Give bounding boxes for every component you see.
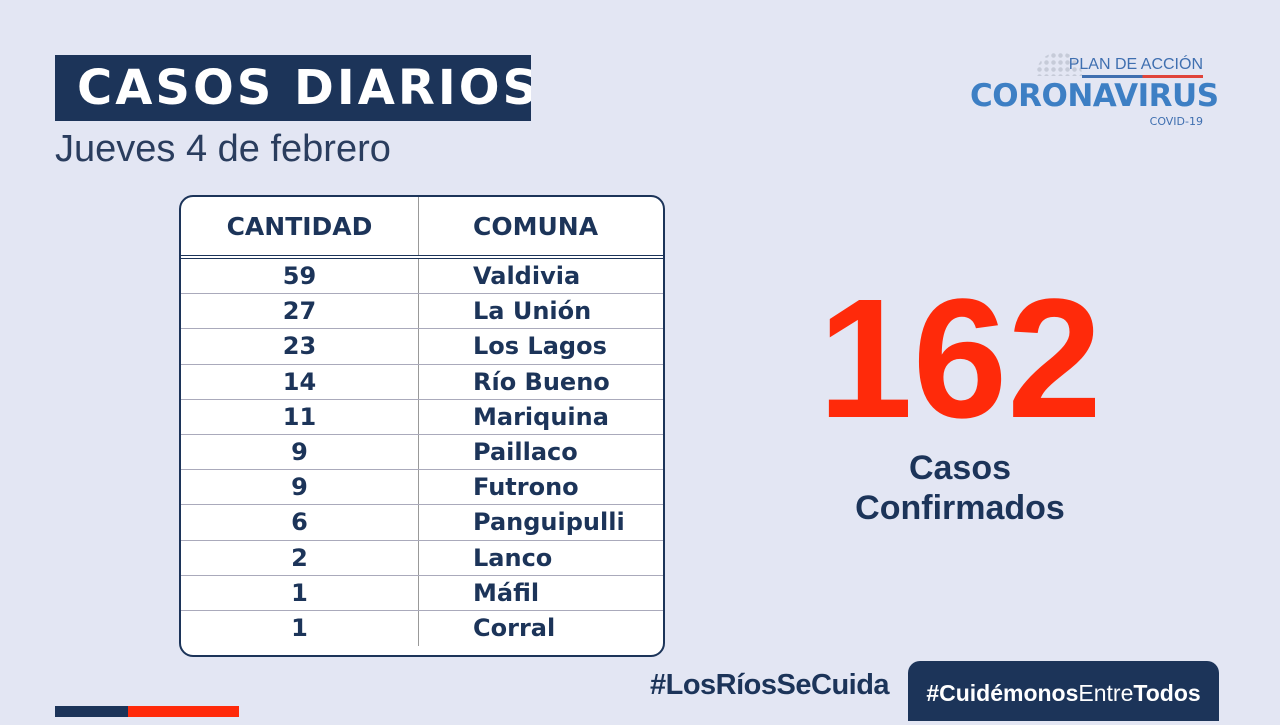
total-label-line1: Casos [908,449,1012,487]
table-row: 14 Río Bueno [181,364,663,400]
table-row: 2 Lanco [181,540,663,576]
comuna-cell: Máfil [473,578,540,607]
cantidad-cell: 14 [181,364,419,399]
table-body: 59 Valdivia 27 La Unión 23 Los Lagos 14 Río Bue… [181,259,663,647]
cases-table: CANTIDAD COMUNA 59 Valdivia 27 La Unión 23 Lo… [179,195,665,657]
cantidad-cell: 1 [181,610,419,647]
table-row: 59 Valdivia [181,259,663,295]
flag-blue [55,706,128,717]
comuna-cell: Mariquina [473,402,609,431]
comuna-cell: La Unión [473,297,592,326]
cantidad-cell: 23 [181,329,419,364]
flag-stripe [55,706,239,717]
hashtag2-part2: Entre [1078,680,1134,706]
hashtag2-part1: #Cuidémonos [926,680,1079,706]
table-row: 23 Los Lagos [181,329,663,365]
date-subtitle: Jueves 4 de febrero [55,128,391,170]
cantidad-cell: 27 [181,294,419,329]
column-header-comuna: COMUNA [473,211,599,241]
comuna-cell: Río Bueno [473,367,610,396]
logo-line2: CORONAVIRUS [970,78,1219,114]
cantidad-cell: 1 [181,575,419,610]
table-row: 9 Futrono [181,470,663,506]
comuna-cell: Panguipulli [473,508,625,537]
comuna-cell: Corral [473,614,556,643]
hashtag-cuidemonos: #CuidémonosEntreTodos [908,661,1219,721]
cantidad-cell: 9 [181,434,419,470]
comuna-cell: Futrono [473,473,579,502]
hashtag2-part3: Todos [1133,680,1201,706]
cantidad-cell: 2 [181,540,419,575]
comuna-cell: Los Lagos [473,332,607,361]
column-header-cantidad: CANTIDAD [181,197,419,255]
comuna-cell: Valdivia [473,262,581,291]
logo-line1: PLAN DE ACCIÓN [1068,56,1203,73]
table-row: 9 Paillaco [181,434,663,471]
table-row: 6 Panguipulli [181,505,663,541]
table-row: 1 Corral [181,610,663,647]
total-label: Casos Confirmados [800,448,1120,528]
coronavirus-logo: PLAN DE ACCIÓN CORONAVIRUS COVID-19 [970,52,1219,132]
cantidad-cell: 6 [181,505,419,540]
flag-red [128,706,239,717]
table-row: 11 Mariquina [181,399,663,435]
total-cases: 162 [818,264,1102,454]
logo-divider [1082,75,1203,78]
cantidad-cell: 59 [181,259,419,294]
page-title: CASOS DIARIOS [55,55,531,121]
total-label-line2: Confirmados [855,489,1065,527]
table-header: CANTIDAD COMUNA [181,197,663,259]
table-row: 1 Máfil [181,575,663,611]
hashtag-los-rios: #LosRíosSeCuida [650,669,890,701]
cantidad-cell: 11 [181,399,419,434]
table-row: 27 La Unión [181,294,663,330]
comuna-cell: Lanco [473,543,553,572]
comuna-cell: Paillaco [473,438,578,467]
cantidad-cell: 9 [181,470,419,505]
logo-line3: COVID-19 [1149,115,1203,128]
